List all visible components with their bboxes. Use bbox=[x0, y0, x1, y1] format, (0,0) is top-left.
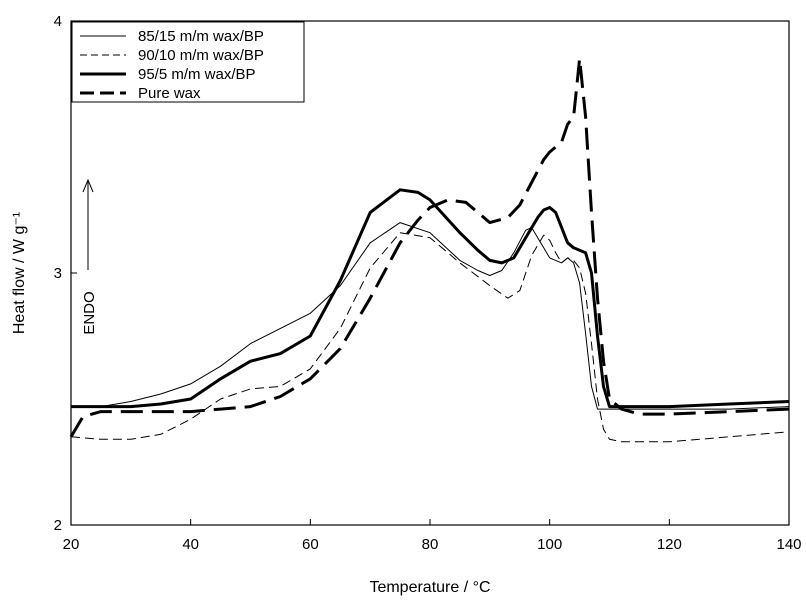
legend-label: 95/5 m/m wax/BP bbox=[138, 66, 256, 83]
legend-box bbox=[71, 21, 305, 103]
y-tick-label: 3 bbox=[54, 265, 62, 282]
series-layer bbox=[69, 57, 790, 443]
endo-label: ENDO bbox=[81, 291, 98, 334]
y-tick-label: 2 bbox=[54, 517, 62, 534]
series-line-2 bbox=[70, 232, 790, 443]
legend-label: 85/15 m/m wax/BP bbox=[138, 28, 264, 45]
x-tick-label: 100 bbox=[537, 536, 562, 553]
y-axis-title: Heat flow / W g⁻¹ bbox=[11, 212, 28, 334]
endo-arrow-head-icon bbox=[82, 178, 94, 193]
x-axis-title: Temperature / °C bbox=[369, 579, 490, 596]
legend: 85/15 m/m wax/BP 90/10 m/m wax/BP 95/5 m/m… bbox=[71, 21, 305, 103]
series-line-4 bbox=[69, 57, 790, 438]
x-tick-label: 40 bbox=[182, 536, 199, 553]
y-tick-label: 4 bbox=[54, 13, 62, 30]
series-line-3 bbox=[71, 188, 790, 409]
x-tick-label: 60 bbox=[302, 536, 319, 553]
x-tick-label: 80 bbox=[422, 536, 439, 553]
legend-label: Pure wax bbox=[138, 85, 201, 102]
endo-annotation: ENDO bbox=[81, 178, 98, 335]
legend-label: 90/10 m/m wax/BP bbox=[138, 47, 264, 64]
x-tick-label: 140 bbox=[776, 536, 801, 553]
series-line-1 bbox=[71, 222, 790, 410]
legend-items: 85/15 m/m wax/BP 90/10 m/m wax/BP 95/5 m/m… bbox=[80, 28, 264, 102]
x-tick-label: 120 bbox=[657, 536, 682, 553]
axis-ticks: 20 40 60 80 100 120 140 2 3 4 bbox=[54, 13, 802, 553]
x-tick-label: 20 bbox=[63, 536, 80, 553]
